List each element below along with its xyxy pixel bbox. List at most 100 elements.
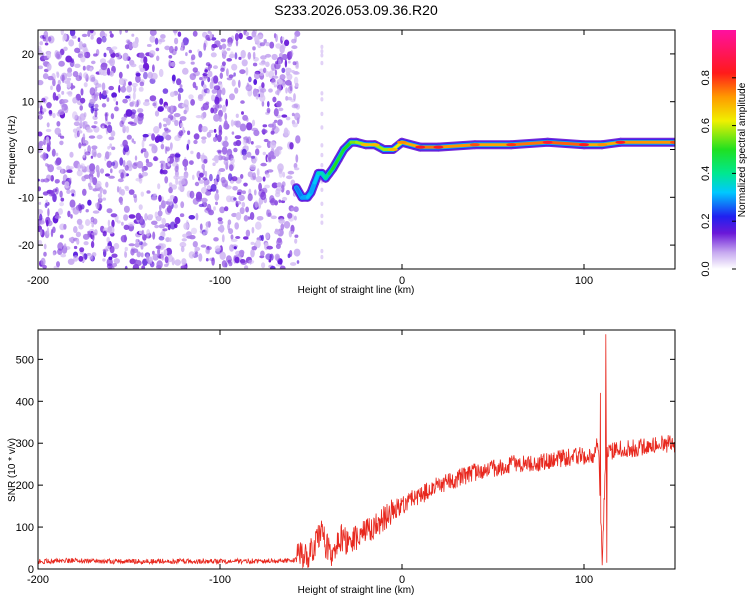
- noise-speckle: [201, 126, 208, 133]
- noise-speckle: [55, 51, 62, 60]
- noise-speckle: [109, 143, 112, 148]
- noise-speckle: [85, 209, 89, 213]
- y-tick-label: 0: [28, 145, 34, 157]
- signal-track-peak: [415, 145, 426, 149]
- noise-speckle: [320, 53, 324, 58]
- noise-speckle: [262, 151, 266, 156]
- noise-speckle: [106, 97, 110, 102]
- noise-speckle: [106, 160, 113, 168]
- noise-speckle: [82, 65, 86, 71]
- noise-speckle: [87, 30, 91, 37]
- noise-speckle: [73, 121, 80, 127]
- noise-speckle: [231, 79, 236, 87]
- noise-speckle: [140, 191, 145, 197]
- signal-track-peak: [597, 143, 608, 147]
- noise-speckle: [223, 120, 228, 129]
- noise-speckle: [207, 70, 213, 78]
- noise-speckle: [206, 203, 212, 213]
- noise-speckle: [164, 263, 169, 267]
- noise-speckle: [171, 257, 175, 266]
- noise-speckle: [96, 37, 102, 45]
- noise-speckle: [213, 206, 216, 211]
- noise-speckle: [119, 30, 122, 35]
- noise-speckle: [158, 224, 166, 229]
- noise-speckle: [162, 88, 169, 94]
- noise-speckle: [161, 217, 166, 225]
- noise-speckle: [136, 160, 144, 169]
- noise-speckle: [264, 184, 270, 189]
- noise-speckle: [234, 222, 239, 230]
- noise-speckle: [190, 61, 195, 65]
- noise-speckle: [94, 103, 99, 109]
- noise-speckle: [277, 228, 284, 237]
- noise-speckle: [169, 153, 175, 159]
- noise-speckle: [231, 131, 235, 135]
- noise-speckle: [39, 41, 43, 46]
- noise-speckle: [195, 251, 198, 255]
- noise-speckle: [290, 262, 297, 266]
- noise-speckle: [99, 168, 105, 174]
- noise-speckle: [226, 68, 229, 77]
- noise-speckle: [211, 257, 215, 266]
- noise-speckle: [164, 176, 169, 184]
- noise-speckle: [193, 133, 200, 140]
- noise-speckle: [48, 36, 52, 42]
- noise-speckle: [238, 56, 242, 61]
- noise-speckle: [46, 122, 50, 128]
- noise-speckle: [230, 238, 238, 242]
- noise-speckle: [111, 161, 116, 166]
- signal-track-segment: [436, 143, 477, 149]
- noise-speckle: [109, 70, 114, 77]
- noise-speckle: [320, 49, 324, 54]
- noise-speckle: [103, 52, 107, 58]
- noise-speckle: [250, 155, 256, 159]
- noise-speckle: [109, 49, 114, 55]
- noise-speckle: [205, 226, 209, 235]
- noise-speckle: [272, 121, 276, 130]
- noise-speckle: [186, 143, 189, 151]
- noise-speckle: [296, 117, 300, 125]
- noise-speckle: [162, 131, 169, 139]
- noise-speckle: [74, 63, 81, 68]
- noise-speckle: [278, 199, 282, 203]
- noise-speckle: [167, 157, 170, 162]
- noise-speckle: [172, 30, 178, 34]
- noise-speckle: [198, 50, 203, 58]
- noise-speckle: [77, 37, 81, 42]
- noise-speckle: [255, 148, 260, 156]
- noise-speckle: [155, 47, 160, 52]
- noise-speckle: [155, 245, 162, 250]
- noise-speckle: [109, 245, 115, 254]
- noise-speckle: [153, 126, 160, 134]
- noise-speckle: [146, 190, 151, 194]
- noise-speckle: [256, 168, 260, 177]
- x-tick-label: -200: [27, 275, 49, 287]
- noise-speckle: [125, 95, 131, 99]
- noise-speckle: [78, 142, 82, 149]
- noise-speckle: [273, 108, 279, 117]
- noise-speckle: [59, 190, 63, 198]
- noise-speckle: [231, 176, 238, 182]
- noise-speckle: [293, 71, 299, 75]
- noise-speckle: [69, 151, 74, 158]
- noise-speckle: [213, 128, 217, 133]
- noise-speckle: [194, 181, 200, 187]
- noise-speckle: [168, 186, 173, 194]
- noise-speckle: [201, 75, 207, 81]
- noise-speckle: [234, 256, 240, 264]
- noise-speckle: [221, 61, 226, 67]
- noise-speckle: [96, 134, 103, 140]
- noise-speckle: [50, 175, 54, 182]
- noise-speckle: [39, 113, 42, 121]
- noise-speckle: [108, 151, 112, 156]
- noise-speckle: [131, 248, 139, 253]
- noise-speckle: [108, 85, 114, 91]
- noise-speckle: [42, 152, 47, 161]
- noise-speckle: [96, 152, 102, 158]
- colorbar-tick-label: 0.6: [700, 118, 712, 133]
- noise-speckle: [151, 133, 156, 141]
- noise-speckle: [38, 186, 41, 192]
- noise-speckle: [217, 217, 223, 222]
- noise-speckle: [320, 187, 324, 192]
- noise-speckle: [320, 91, 324, 96]
